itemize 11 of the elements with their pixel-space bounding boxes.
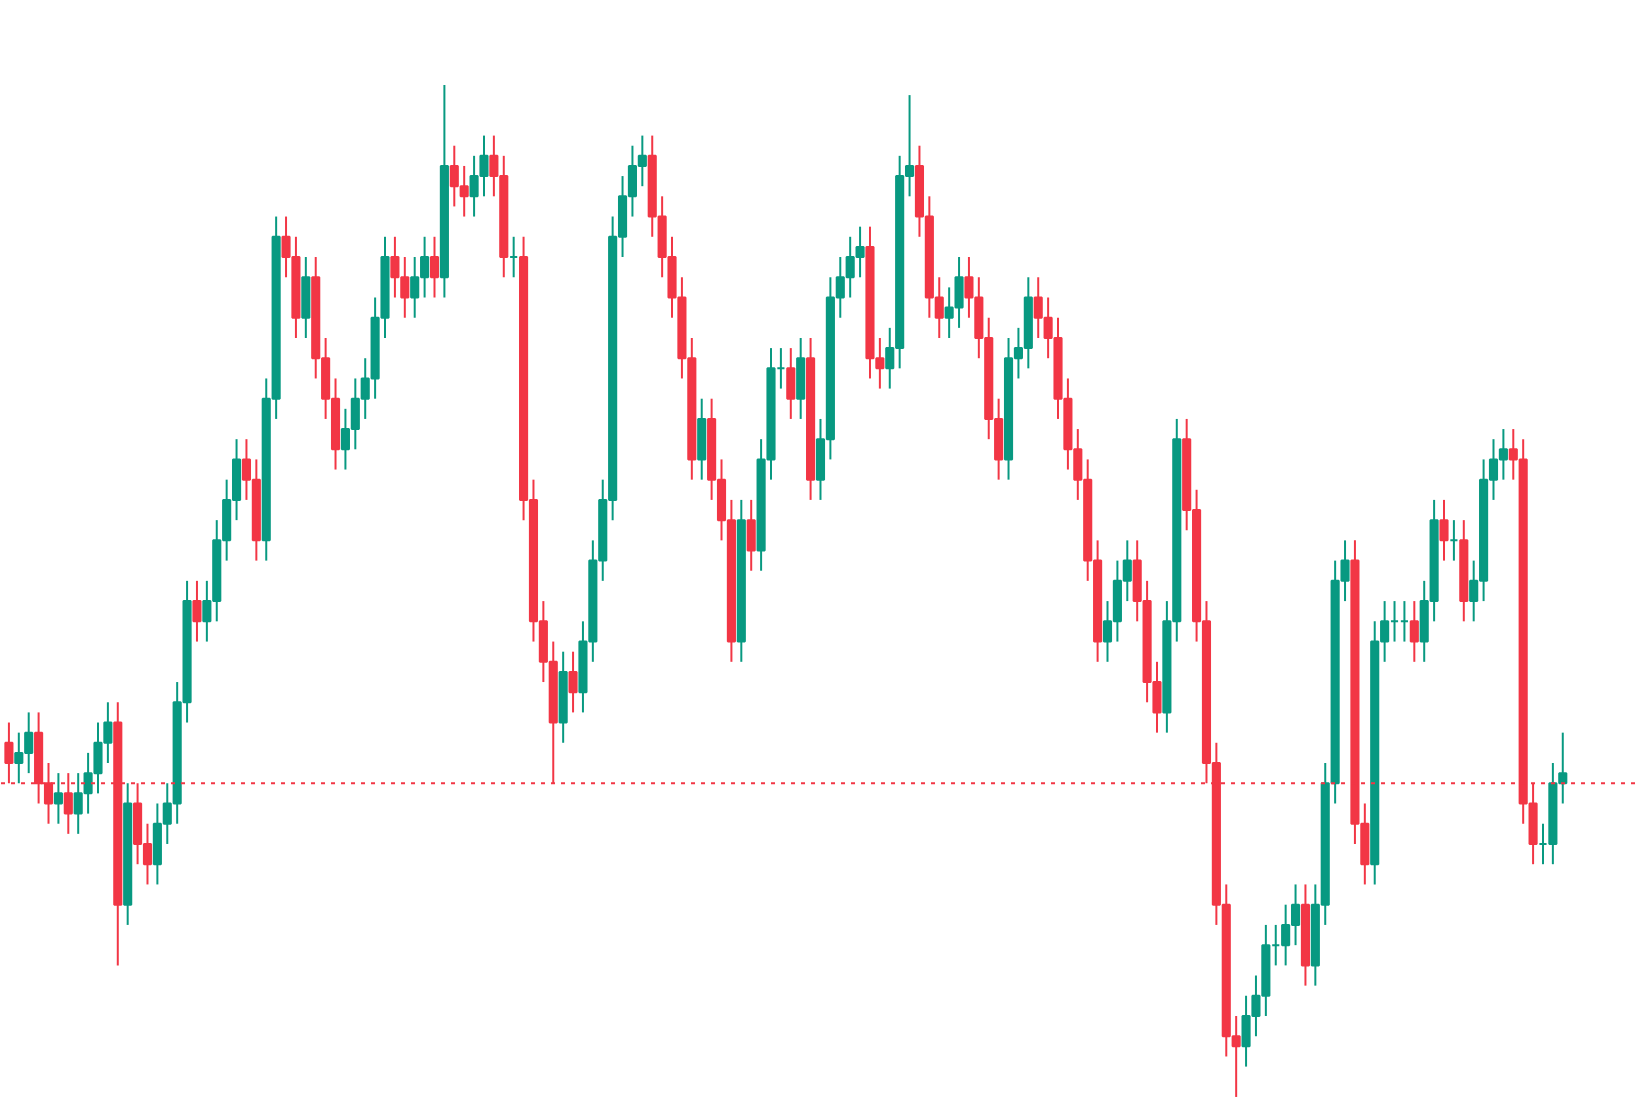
candlestick	[1439, 498, 1449, 562]
candlestick	[301, 256, 311, 339]
candlestick	[429, 235, 440, 299]
candlestick	[568, 650, 578, 714]
candlestick	[53, 772, 63, 825]
candlestick	[697, 397, 707, 481]
candlestick	[192, 579, 202, 643]
candlestick	[1409, 600, 1419, 663]
candlestick	[786, 347, 796, 420]
candlestick	[746, 498, 756, 572]
candlestick	[796, 336, 806, 420]
